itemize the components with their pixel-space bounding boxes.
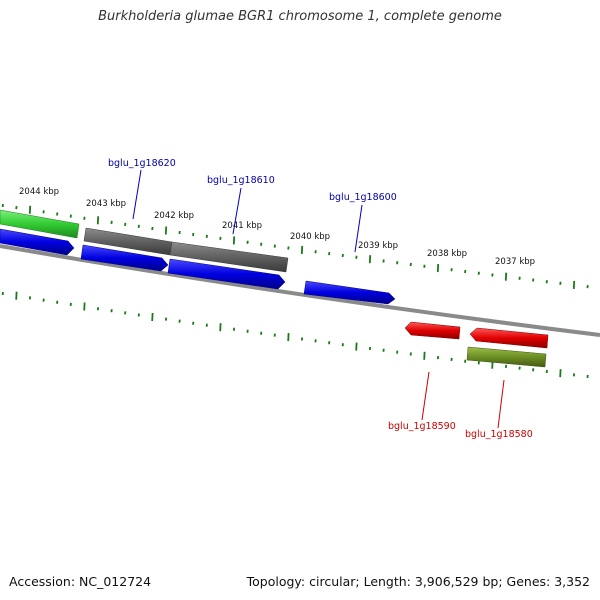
accession-text: Accession: NC_012724: [9, 574, 152, 589]
cds-arrow-reverse[interactable]: [404, 321, 461, 340]
scale-ticks-top: [1, 203, 589, 289]
feature-track-outer: [0, 209, 289, 273]
scale-label: 2043 kbp: [86, 199, 126, 209]
chromosome-backbone-line: [0, 244, 600, 337]
cds-arrow-forward[interactable]: [80, 244, 169, 272]
gene-labels: bglu_1g18620 bglu_1g18610 bglu_1g18600 b…: [108, 158, 533, 440]
cds-arrow-forward[interactable]: [167, 258, 286, 290]
topology-text: Topology: circular; Length: 3,906,529 bp…: [246, 574, 590, 589]
cds-arrow-forward[interactable]: [0, 228, 75, 256]
gene-label-top[interactable]: bglu_1g18610: [207, 175, 275, 186]
cds-arrow-reverse[interactable]: [469, 327, 549, 349]
scale-labels: 2044 kbp 2043 kbp 2042 kbp 2041 kbp 2040…: [19, 187, 535, 267]
scale-label: 2037 kbp: [495, 257, 535, 267]
scale-label: 2041 kbp: [222, 221, 262, 231]
scale-label: 2038 kbp: [427, 249, 467, 259]
gene-label-bottom[interactable]: bglu_1g18590: [388, 421, 456, 432]
green-feature[interactable]: [0, 209, 80, 239]
cds-arrow-forward[interactable]: [303, 280, 396, 305]
reverse-cds-track: [404, 321, 549, 368]
grey-feature[interactable]: [169, 241, 289, 273]
forward-cds-track: [0, 228, 396, 305]
olive-feature[interactable]: [466, 346, 547, 368]
scale-label: 2042 kbp: [154, 211, 194, 221]
gene-label-top[interactable]: bglu_1g18620: [108, 158, 176, 169]
gene-label-top[interactable]: bglu_1g18600: [329, 192, 397, 203]
scale-ticks-bottom: [1, 291, 589, 379]
scale-label: 2039 kbp: [358, 241, 398, 251]
gene-label-bottom[interactable]: bglu_1g18580: [465, 429, 533, 440]
label-leaders: [132, 169, 505, 429]
scale-label: 2044 kbp: [19, 187, 59, 197]
scale-label: 2040 kbp: [290, 232, 330, 242]
page-title: Burkholderia glumae BGR1 chromosome 1, c…: [98, 9, 502, 24]
